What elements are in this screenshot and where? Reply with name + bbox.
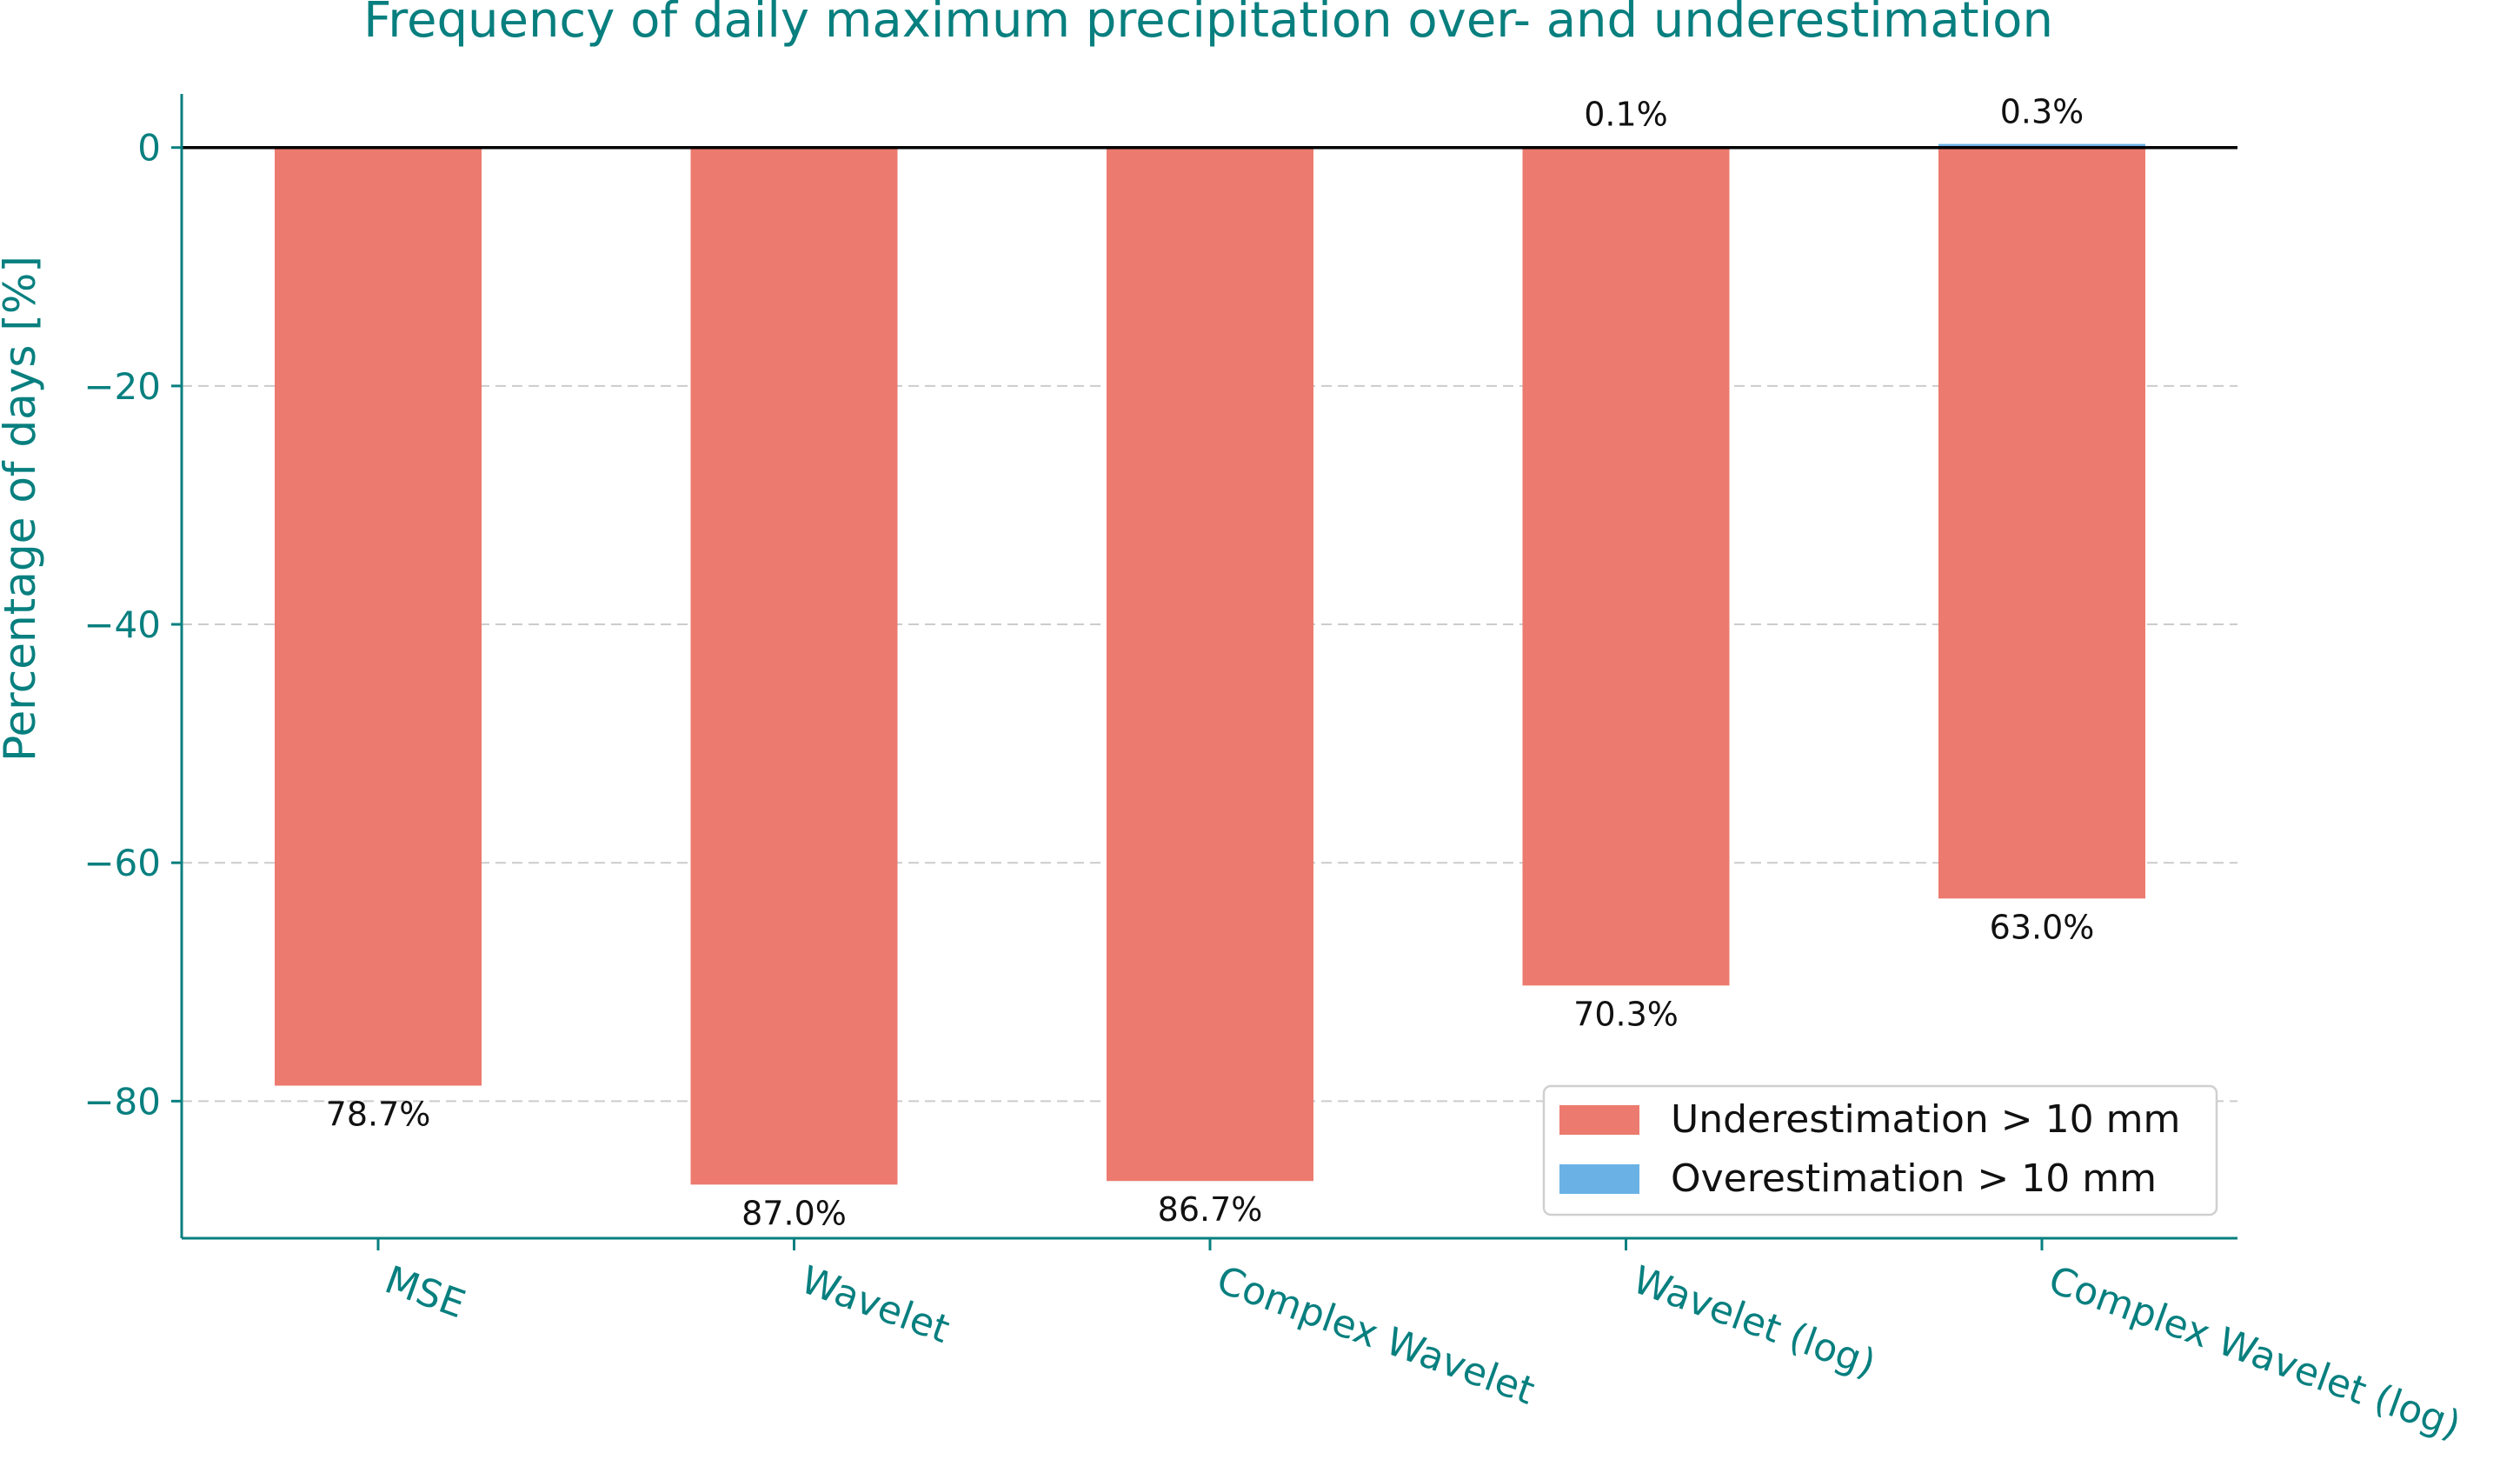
underestimation-value-label: 87.0% [741,1194,847,1232]
underestimation-bar [1522,147,1730,986]
legend-label: Underestimation > 10 mm [1671,1097,2180,1142]
overestimation-bar [1938,143,2145,148]
x-tick-label: Complex Wavelet [1211,1257,1540,1413]
legend-frame [1542,1084,2218,1216]
chart-title: Frequency of daily maximum precipitation… [363,0,2053,49]
overestimation-value-label: 0.3% [2000,93,2084,131]
y-tick-label: −20 [83,365,161,408]
underestimation-value-label: 86.7% [1158,1190,1263,1229]
legend: Underestimation > 10 mm Overestimation > … [1542,1084,2218,1216]
underestimation-bar [1107,147,1313,1182]
x-tick-label: Wavelet [795,1257,955,1352]
overestimation-value-label: 0.1% [1584,95,1668,133]
x-tick-label: Wavelet (log) [1627,1257,1881,1386]
legend-swatch [1559,1105,1639,1135]
underestimation-value-label: 63.0% [1990,908,2095,946]
underestimation-bar [1938,147,2145,899]
legend-swatch [1559,1164,1639,1194]
underestimation-value-label: 78.7% [326,1096,431,1134]
legend-label: Overestimation > 10 mm [1671,1156,2157,1201]
y-tick-label: −60 [83,842,161,884]
underestimation-bar [690,147,898,1185]
underestimation-bar [275,147,482,1086]
y-tick-label: −80 [83,1080,161,1123]
y-axis-label: Percentage of days [%] [0,256,45,762]
bars [275,143,2145,1185]
underestimation-value-label: 70.3% [1573,995,1679,1033]
x-tick-label: MSE [379,1257,470,1327]
data-labels: 78.7% 87.0% 86.7% 70.3% 63.0% 0.1% 0.3% [326,93,2095,1233]
x-tick-label: Complex Wavelet (log) [2043,1257,2466,1448]
y-tick-label: −40 [83,603,161,646]
y-tick-label: 0 [137,127,161,170]
